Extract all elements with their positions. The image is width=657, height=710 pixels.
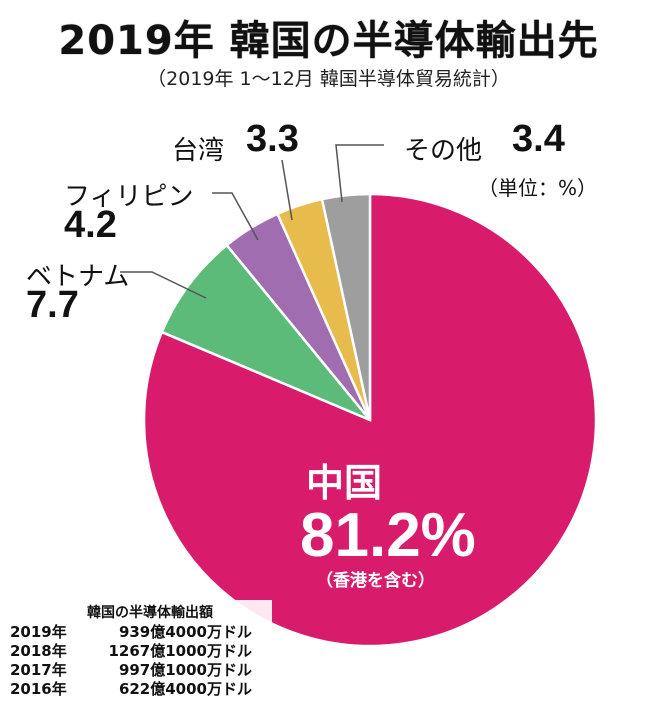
slice-vietnam xyxy=(160,243,371,422)
exports-year: 2019年 xyxy=(10,623,67,641)
label-philippines: フィリピン xyxy=(64,182,194,212)
leader-line-taiwan xyxy=(281,159,293,221)
label-other: その他 xyxy=(404,136,483,166)
exports-row: 2019年 939億4000万ドル xyxy=(10,623,270,642)
label-taiwan: 台湾 xyxy=(172,136,225,166)
exports-amount: 1267億1000万ドル xyxy=(108,642,253,660)
slice-other xyxy=(320,192,372,421)
exports-table: 韓国の半導体輸出額 2019年 939億4000万ドル 2018年 1267億1… xyxy=(8,600,272,701)
exports-row: 2016年 622億4000万ドル xyxy=(10,680,270,699)
label-china: 中国 xyxy=(306,461,383,505)
value-other: 3.4 xyxy=(512,118,565,160)
unit-label: （単位：%） xyxy=(478,176,598,200)
exports-year: 2017年 xyxy=(10,661,67,679)
leader-line-philippines xyxy=(212,192,259,241)
value-taiwan: 3.3 xyxy=(246,118,299,160)
exports-year: 2016年 xyxy=(10,680,67,698)
chart-title: 2019年 韓国の半導体輸出先 xyxy=(58,18,599,64)
chart-subtitle: （2019年 1〜12月 韓国半導体貿易統計） xyxy=(147,68,510,90)
leader-line-other xyxy=(335,144,384,203)
exports-title: 韓国の半導体輸出額 xyxy=(87,605,213,621)
exports-amount: 997億1000万ドル xyxy=(118,661,252,679)
value-china: 81.2% xyxy=(300,501,476,570)
note-china: （香港を含む） xyxy=(316,571,435,591)
exports-amount: 622億4000万ドル xyxy=(118,680,252,698)
exports-row: 2018年 1267億1000万ドル xyxy=(10,642,270,661)
exports-row: 2017年 997億1000万ドル xyxy=(10,661,270,680)
value-philippines: 4.2 xyxy=(64,204,117,246)
exports-year: 2018年 xyxy=(10,642,67,660)
label-vietnam: ベトナム xyxy=(26,262,130,292)
exports-amount: 939億4000万ドル xyxy=(118,623,252,641)
leader-line-vietnam xyxy=(120,271,207,299)
value-vietnam: 7.7 xyxy=(26,284,79,326)
